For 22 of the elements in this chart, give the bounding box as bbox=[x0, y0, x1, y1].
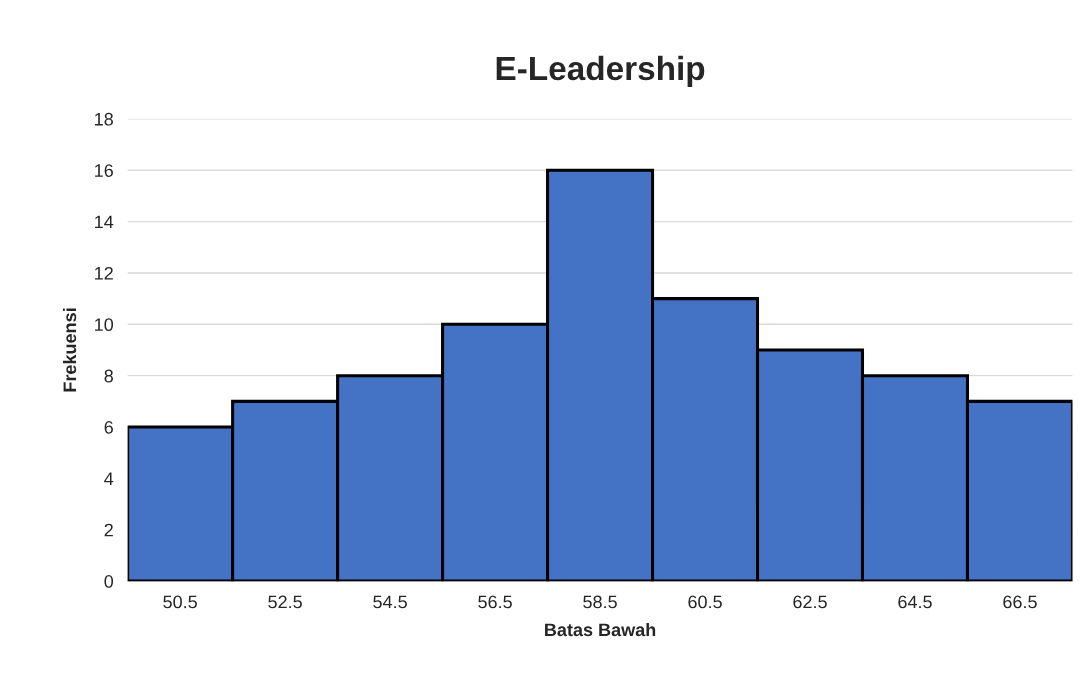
x-tick-label: 60.5 bbox=[688, 595, 722, 609]
chart-title: E-Leadership bbox=[496, 55, 705, 87]
y-tick-label: 14 bbox=[95, 215, 114, 229]
y-tick-label: 8 bbox=[104, 369, 113, 383]
x-tick-label: 64.5 bbox=[898, 595, 932, 609]
y-tick-label: 6 bbox=[104, 420, 113, 434]
x-tick-label: 52.5 bbox=[268, 595, 302, 609]
x-tick-label: 66.5 bbox=[1003, 595, 1037, 609]
y-tick-label: 16 bbox=[95, 164, 113, 177]
y-tick-label: 2 bbox=[104, 523, 113, 537]
x-tick-label: 54.5 bbox=[373, 595, 407, 609]
y-tick-label: 0 bbox=[104, 575, 114, 588]
y-tick-label: 12 bbox=[95, 266, 113, 280]
y-tick-label: 4 bbox=[104, 472, 114, 485]
x-tick-label: 50.5 bbox=[163, 595, 197, 609]
x-tick-label: 62.5 bbox=[793, 595, 827, 609]
y-tick-label: 10 bbox=[95, 318, 114, 332]
x-axis-title: Batas Bawah bbox=[545, 622, 656, 637]
y-axis-title: Frekuensi bbox=[62, 308, 77, 392]
y-tick-label: 18 bbox=[95, 112, 113, 126]
x-tick-label: 56.5 bbox=[478, 595, 512, 609]
x-tick-label: 58.5 bbox=[583, 595, 617, 609]
